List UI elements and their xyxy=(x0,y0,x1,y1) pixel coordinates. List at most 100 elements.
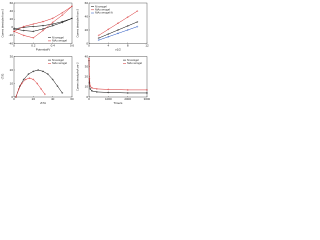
y-tick-label: -20 xyxy=(9,33,14,37)
y-tick-label: 20 xyxy=(85,28,89,32)
point xyxy=(88,57,90,60)
point xyxy=(95,91,98,93)
point xyxy=(13,28,15,30)
point xyxy=(42,20,44,23)
legend-label: NiAu xerogel xyxy=(127,61,142,65)
point xyxy=(51,24,54,27)
point xyxy=(32,23,35,25)
x-axis-label: Z'/Ω xyxy=(40,101,46,105)
y-tick-label: 30 xyxy=(10,54,14,58)
point xyxy=(97,39,100,41)
point xyxy=(36,82,38,85)
point xyxy=(42,24,44,27)
point xyxy=(91,87,93,89)
point xyxy=(13,30,15,33)
point xyxy=(40,88,42,90)
x-tick-label: 12 xyxy=(145,43,149,47)
point xyxy=(61,11,64,14)
point xyxy=(61,21,64,24)
point xyxy=(117,22,119,24)
point xyxy=(107,88,110,91)
point xyxy=(107,33,110,35)
point xyxy=(89,88,91,90)
legend-label: Ni xerogel xyxy=(95,4,107,8)
y-tick-label: 60 xyxy=(10,1,14,5)
point xyxy=(18,88,20,90)
point xyxy=(61,92,64,94)
point xyxy=(126,89,129,91)
y-tick-label: 30 xyxy=(85,64,89,68)
series-line xyxy=(98,21,138,39)
point xyxy=(136,10,139,12)
x-axis-label: Time/s xyxy=(114,101,123,105)
point xyxy=(27,73,30,75)
series-line xyxy=(88,58,147,91)
point xyxy=(71,5,73,7)
point xyxy=(146,92,148,94)
point xyxy=(42,28,44,30)
point xyxy=(22,78,25,81)
point xyxy=(22,29,25,32)
point xyxy=(126,29,129,31)
point xyxy=(89,85,91,87)
point xyxy=(107,36,110,38)
y-tick-label: 40 xyxy=(10,9,14,13)
x-tick-label: 2000 xyxy=(124,97,131,101)
point xyxy=(22,34,25,37)
series-line xyxy=(15,77,46,98)
plot-frame xyxy=(13,56,73,98)
legend-label: Ni xerogel xyxy=(127,58,139,62)
point xyxy=(51,78,54,81)
point xyxy=(126,92,129,94)
point xyxy=(97,34,100,37)
x-tick-label: 0 xyxy=(88,43,90,47)
point xyxy=(32,25,35,28)
y-axis-label: Current density/mA cm-2 xyxy=(76,8,80,37)
legend-label: NiAu xerogel xyxy=(52,39,67,43)
point xyxy=(95,88,98,90)
point xyxy=(32,70,35,73)
point xyxy=(51,23,54,25)
point xyxy=(22,25,25,28)
point xyxy=(32,78,35,81)
point xyxy=(42,29,44,32)
series-line xyxy=(13,6,73,39)
point xyxy=(61,20,64,23)
point xyxy=(37,69,39,71)
x-axis-label: Potential/V xyxy=(36,47,51,51)
point xyxy=(47,73,49,75)
point xyxy=(32,30,35,33)
y-tick-label: 0 xyxy=(86,41,88,45)
point xyxy=(51,17,54,20)
point xyxy=(24,78,27,81)
point xyxy=(107,91,110,94)
y-tick-label: 40 xyxy=(85,54,89,58)
y-tick-label: 20 xyxy=(85,75,89,79)
point xyxy=(136,25,139,28)
y-tick-label: 10 xyxy=(10,81,14,85)
point xyxy=(15,96,17,98)
y-tick-label: 0 xyxy=(11,95,13,99)
point xyxy=(136,21,139,23)
point xyxy=(20,82,23,85)
point xyxy=(91,90,93,92)
y-tick-label: 0 xyxy=(86,95,88,99)
x-tick-label: 20 xyxy=(32,97,36,101)
x-tick-label: 0.4 xyxy=(51,43,56,47)
point xyxy=(56,85,59,87)
plot-frame xyxy=(88,2,148,44)
point xyxy=(28,77,31,79)
y-tick-label: 10 xyxy=(85,85,89,89)
point xyxy=(146,89,148,91)
point xyxy=(88,78,91,80)
point xyxy=(126,16,129,18)
point xyxy=(51,21,54,24)
y-axis-label: Current density/mA cm-2 xyxy=(1,8,5,37)
point xyxy=(71,17,73,20)
x-tick-label: 40 xyxy=(51,97,55,101)
point xyxy=(126,25,129,27)
legend-label: Ni xerogel xyxy=(52,58,64,62)
point xyxy=(44,93,46,96)
y-tick-label: 60 xyxy=(85,1,89,5)
point xyxy=(117,32,119,35)
